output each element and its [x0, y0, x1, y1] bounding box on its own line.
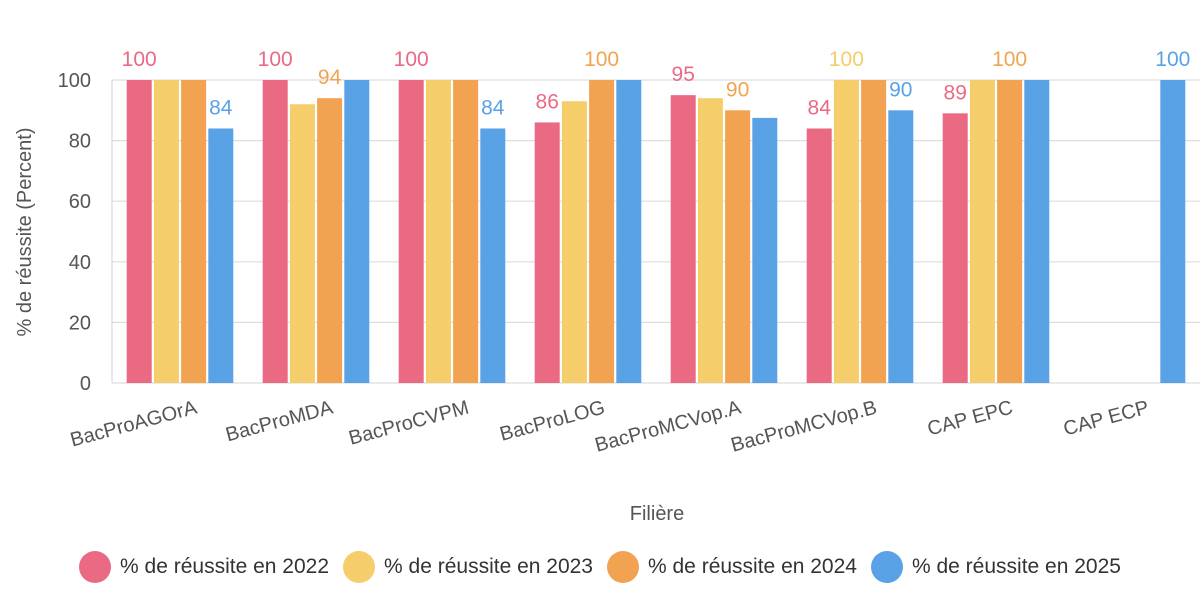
bar: [153, 80, 179, 383]
data-label: 86: [536, 90, 559, 113]
data-label: 90: [726, 78, 749, 101]
legend-label: % de réussite en 2024: [648, 555, 857, 578]
legend-label: % de réussite en 2023: [384, 555, 593, 578]
y-tick-label: 60: [69, 191, 91, 213]
bar: [806, 128, 832, 383]
bar: [425, 80, 451, 383]
data-label: 100: [394, 48, 429, 71]
x-axis-ticks: BacProAGOrA BacProMDA BacProCVPM BacProLOGB…: [68, 396, 1151, 456]
bar: [1160, 80, 1186, 383]
x-tick-label: BacProMCVop.B: [729, 397, 880, 457]
bar: [942, 113, 968, 383]
data-label: 84: [481, 96, 505, 119]
data-label: 94: [318, 66, 342, 89]
data-label: 100: [1155, 48, 1190, 71]
bar: [208, 128, 234, 383]
legend-item[interactable]: % de réussite en 2025: [870, 551, 1121, 583]
bar: [833, 80, 859, 383]
x-tick-label: BacProCVPM: [346, 397, 471, 450]
y-tick-label: 40: [69, 252, 91, 274]
legend-swatch: [870, 551, 903, 583]
bar: [480, 128, 506, 383]
x-tick-label: CAP ECP: [1061, 397, 1151, 441]
legend-item[interactable]: % de réussite en 2024: [607, 551, 857, 583]
bar: [289, 104, 315, 384]
legend-label: % de réussite en 2025: [911, 555, 1121, 578]
bar: [534, 122, 560, 384]
bar: [561, 101, 587, 384]
bar: [589, 80, 615, 383]
x-tick-label: BacProMCVop.A: [593, 396, 744, 456]
data-label: 90: [889, 78, 912, 101]
data-label: 100: [584, 48, 619, 71]
data-label: 100: [122, 48, 157, 71]
x-tick-label: BacProAGOrA: [68, 396, 200, 451]
y-tick-label: 20: [69, 312, 91, 334]
y-axis-ticks: 0 20 40 60 80 100: [58, 70, 91, 395]
bar: [398, 80, 424, 383]
bar: [262, 80, 288, 383]
bar: [888, 110, 914, 384]
bars: [126, 80, 1186, 384]
bar: [997, 80, 1023, 383]
legend-item[interactable]: % de réussite en 2022: [79, 551, 329, 583]
bar: [697, 98, 723, 384]
data-label: 100: [829, 48, 864, 71]
y-axis-label: % de réussite (Percent): [14, 128, 36, 337]
x-tick-label: BacProMDA: [223, 396, 336, 446]
data-label: 100: [258, 48, 293, 71]
bar: [752, 117, 778, 383]
bar: [861, 80, 887, 383]
data-label: 100: [992, 48, 1027, 71]
bar: [344, 80, 370, 383]
x-axis-label: Filière: [630, 503, 684, 525]
bar: [725, 110, 751, 384]
y-tick-label: 100: [58, 70, 91, 92]
data-label: 89: [944, 81, 967, 104]
legend-swatch: [607, 551, 639, 583]
legend-swatch: [79, 551, 112, 583]
bar: [1024, 80, 1050, 383]
bar: [969, 80, 995, 383]
bar: [670, 95, 696, 384]
bar: [616, 80, 642, 383]
data-label: 84: [808, 96, 832, 119]
legend-item[interactable]: % de réussite en 2023: [343, 551, 593, 583]
data-label: 84: [209, 96, 233, 119]
legend-label: % de réussite en 2022: [120, 555, 330, 578]
x-tick-label: CAP EPC: [925, 397, 1015, 441]
data-labels: 100 84 100 94 100 84 86 100 95 90 84 100 90 89 100 100: [122, 48, 1191, 119]
legend: % de réussite en 2022 % de réussite en 20…: [0, 542, 1200, 592]
bar: [453, 80, 479, 383]
bar: [126, 80, 152, 383]
data-label: 95: [672, 63, 695, 86]
x-tick-label: BacProLOG: [497, 397, 607, 446]
y-tick-label: 0: [80, 373, 91, 395]
legend-swatch: [343, 551, 376, 583]
bar: [317, 98, 343, 384]
bar: [181, 80, 207, 383]
y-tick-label: 80: [69, 131, 91, 153]
